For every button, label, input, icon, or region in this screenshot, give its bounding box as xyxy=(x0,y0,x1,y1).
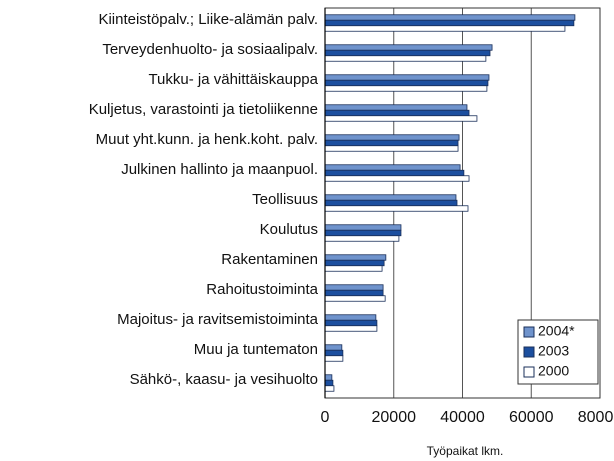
y-tick-label: Muut yht.kunn. ja henk.koht. palv. xyxy=(96,131,318,148)
y-tick-label: Terveydenhuolto- ja sosiaalipalv. xyxy=(102,41,318,58)
bar xyxy=(324,254,387,261)
bar xyxy=(324,284,384,291)
bar xyxy=(324,295,386,302)
bar xyxy=(324,194,457,201)
bar xyxy=(324,74,490,81)
bar xyxy=(324,164,461,171)
bar xyxy=(324,229,402,237)
y-tick-label: Rakentaminen xyxy=(221,251,318,268)
bar xyxy=(324,205,469,212)
bar xyxy=(324,85,488,92)
bar xyxy=(324,325,378,332)
bar xyxy=(324,115,478,122)
y-tick-label: Kuljetus, varastointi ja tietoliikenne xyxy=(89,101,318,118)
y-tick-label: Teollisuus xyxy=(252,191,318,208)
y-tick-label: Tukku- ja vähittäiskauppa xyxy=(148,71,318,88)
legend-label: 2000 xyxy=(538,363,569,379)
bar xyxy=(324,224,402,231)
bar xyxy=(324,235,400,242)
bar xyxy=(324,175,470,182)
legend-label: 2004* xyxy=(538,323,575,339)
x-tick-label: 20000 xyxy=(372,409,417,426)
y-tick-label: Rahoitustoiminta xyxy=(206,281,318,298)
x-tick-label: 40000 xyxy=(440,409,485,426)
x-tick-label: 0 xyxy=(321,409,330,426)
bar xyxy=(324,344,343,351)
bar xyxy=(324,319,378,327)
bar xyxy=(324,139,459,147)
bar xyxy=(324,199,458,207)
x-tick-label: 80000 xyxy=(578,409,614,426)
bar xyxy=(324,19,575,27)
bar xyxy=(324,169,465,177)
y-tick-label: Majoitus- ja ravitsemistoiminta xyxy=(117,311,319,328)
y-tick-label: Julkinen hallinto ja maanpuol. xyxy=(121,161,318,178)
bar xyxy=(324,79,489,87)
bar xyxy=(324,55,487,62)
bar xyxy=(324,379,334,387)
bar xyxy=(324,314,377,321)
bar xyxy=(324,134,460,141)
bar xyxy=(324,109,470,117)
x-tick-label: 60000 xyxy=(509,409,554,426)
bar xyxy=(324,349,344,357)
bar xyxy=(324,385,335,392)
bar xyxy=(324,14,576,21)
y-tick-label: Sähkö-, kaasu- ja vesihuolto xyxy=(130,371,318,388)
bar xyxy=(324,104,468,111)
legend-swatch xyxy=(523,326,535,338)
bar xyxy=(324,44,493,51)
bar xyxy=(324,145,459,152)
y-tick-label: Kiinteistöpalv.; Liike-alämän palv. xyxy=(98,11,318,28)
bar xyxy=(324,265,383,272)
legend-swatch xyxy=(523,366,535,378)
bar xyxy=(324,355,344,362)
bar xyxy=(324,25,566,32)
legend-label: 2003 xyxy=(538,343,569,359)
bar xyxy=(324,49,491,57)
bar xyxy=(324,289,384,297)
bar xyxy=(324,374,333,381)
y-tick-label: Koulutus xyxy=(260,221,318,238)
y-tick-label: Muu ja tuntematon xyxy=(194,341,318,358)
x-axis-label: Työpaikat lkm. xyxy=(427,444,504,458)
legend-swatch xyxy=(523,346,535,358)
bar xyxy=(324,259,385,267)
